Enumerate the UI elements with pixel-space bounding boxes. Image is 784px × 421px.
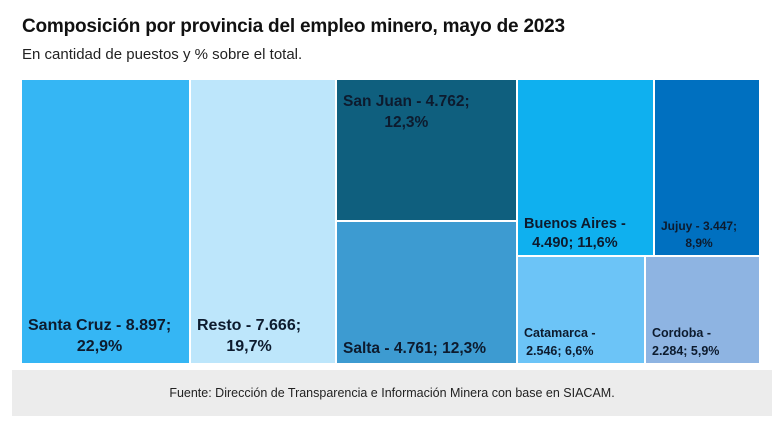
treemap-tile-salta: Salta - 4.761; 12,3% bbox=[337, 222, 516, 363]
treemap-tile-resto: Resto - 7.666; 19,7% bbox=[191, 80, 335, 363]
treemap-label-jujuy: Jujuy - 3.447; bbox=[661, 219, 737, 233]
treemap-tile-san-juan: San Juan - 4.762; 12,3% bbox=[337, 80, 516, 220]
treemap-rect-jujuy bbox=[655, 80, 759, 255]
treemap-label-salta: Salta - 4.761; 12,3% bbox=[343, 340, 486, 357]
treemap-label-catamarca: 2.546; 6,6% bbox=[526, 344, 593, 358]
treemap-rect-resto bbox=[191, 80, 335, 363]
treemap-label-buenos-aires: 4.490; 11,6% bbox=[532, 235, 618, 251]
treemap-rect-san-juan bbox=[337, 80, 516, 220]
treemap-tile-jujuy: Jujuy - 3.447; 8,9% bbox=[655, 80, 759, 255]
treemap-tile-cordoba: Cordoba - 2.284; 5,9% bbox=[646, 257, 759, 363]
treemap-tile-catamarca: Catamarca - 2.546; 6,6% bbox=[518, 257, 644, 363]
treemap-label-jujuy: 8,9% bbox=[685, 236, 713, 250]
treemap-tile-buenos-aires: Buenos Aires - 4.490; 11,6% bbox=[518, 80, 653, 255]
treemap-rect-cordoba bbox=[646, 257, 759, 363]
treemap-label-buenos-aires: Buenos Aires - bbox=[524, 216, 626, 232]
treemap-tile-santa-cruz: Santa Cruz - 8.897; 22,9% bbox=[22, 80, 189, 363]
treemap-label-san-juan: San Juan - 4.762; bbox=[343, 93, 470, 110]
source-note: Fuente: Dirección de Transparencia e Inf… bbox=[169, 386, 615, 400]
treemap-label-catamarca: Catamarca - bbox=[524, 326, 596, 340]
chart-title: Composición por provincia del empleo min… bbox=[22, 16, 565, 37]
treemap-rect-catamarca bbox=[518, 257, 644, 363]
treemap-tiles: Santa Cruz - 8.897; 22,9% Resto - 7.666; 19… bbox=[22, 80, 759, 363]
treemap-label-san-juan: 12,3% bbox=[384, 114, 428, 131]
treemap-label-resto: 19,7% bbox=[226, 338, 271, 355]
treemap-label-resto: Resto - 7.666; bbox=[197, 317, 301, 334]
treemap-label-cordoba: Cordoba - bbox=[652, 326, 711, 340]
treemap-label-santa-cruz: Santa Cruz - 8.897; bbox=[28, 317, 171, 334]
treemap-label-cordoba: 2.284; 5,9% bbox=[652, 344, 719, 358]
treemap-label-santa-cruz: 22,9% bbox=[77, 338, 122, 355]
treemap-rect-santa-cruz bbox=[22, 80, 189, 363]
treemap-rect-salta bbox=[337, 222, 516, 363]
treemap-rect-buenos-aires bbox=[518, 80, 653, 255]
source-footer: Fuente: Dirección de Transparencia e Inf… bbox=[12, 370, 772, 416]
chart-subtitle: En cantidad de puestos y % sobre el tota… bbox=[22, 46, 303, 63]
